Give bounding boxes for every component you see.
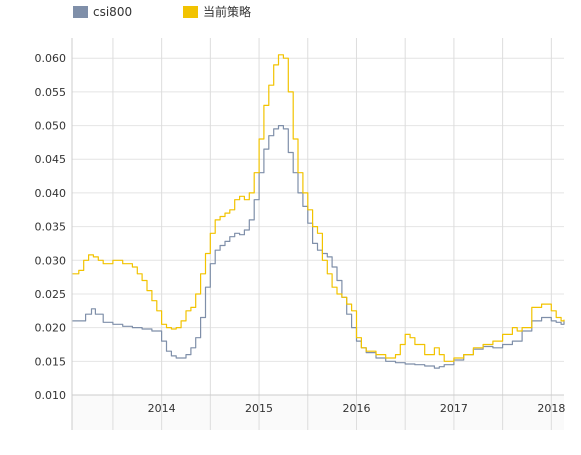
axes <box>71 38 564 430</box>
x-tick-label: 2014 <box>148 402 176 415</box>
x-axis-tick-labels: 2014 2015 2016 2017 2018 <box>148 402 566 415</box>
legend-item-strategy[interactable]: 当前策略 <box>183 4 251 19</box>
x-tick-label: 2018 <box>537 402 565 415</box>
y-axis-tick-labels: 0.010 0.015 0.020 0.025 0.030 0.035 0.040 0.045… <box>35 52 67 402</box>
series-layer <box>72 54 565 369</box>
y-tick-label: 0.015 <box>35 355 67 368</box>
series-line-csi800 <box>72 125 565 369</box>
legend-label-strategy: 当前策略 <box>203 4 251 19</box>
y-tick-label: 0.025 <box>35 288 67 301</box>
legend-item-csi800[interactable]: csi800 <box>73 5 132 19</box>
x-tick-label: 2016 <box>342 402 370 415</box>
series-line-strategy <box>72 54 565 362</box>
y-tick-label: 0.020 <box>35 322 67 335</box>
legend-label-csi800: csi800 <box>93 5 132 19</box>
y-tick-label: 0.055 <box>35 86 67 99</box>
plot-background <box>72 395 564 430</box>
y-tick-label: 0.030 <box>35 254 67 267</box>
y-tick-label: 0.035 <box>35 221 67 234</box>
y-tick-label: 0.050 <box>35 120 67 133</box>
y-tick-label: 0.040 <box>35 187 67 200</box>
legend-swatch-strategy <box>183 6 198 18</box>
y-tick-label: 0.060 <box>35 52 67 65</box>
plot-footer-band <box>72 395 564 430</box>
x-tick-label: 2017 <box>440 402 468 415</box>
y-tick-label: 0.045 <box>35 153 67 166</box>
y-tick-label: 0.010 <box>35 389 67 402</box>
x-tick-label: 2015 <box>245 402 273 415</box>
legend-swatch-csi800 <box>73 6 88 18</box>
grid-lines <box>72 38 564 430</box>
legend: csi800 当前策略 <box>73 4 251 19</box>
